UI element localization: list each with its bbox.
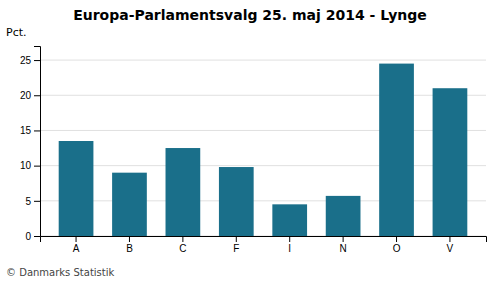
tick-label: 5: [25, 196, 31, 207]
tick-mark: [34, 201, 40, 202]
y-axis: 0 5 10 15 20 25: [20, 47, 41, 242]
grid-line: [40, 200, 486, 201]
tick: V: [447, 236, 454, 254]
bar: [326, 196, 361, 236]
tick: 0: [25, 231, 40, 242]
axis-line: [34, 47, 41, 237]
bars: [59, 64, 468, 236]
tick: O: [393, 236, 401, 254]
tick-mark: [34, 95, 40, 96]
tick: 10: [20, 160, 40, 171]
grid-line: [40, 95, 486, 96]
bar: [379, 64, 414, 236]
tick-label: 15: [20, 125, 32, 136]
tick: 20: [20, 90, 40, 101]
tick-mark: [129, 236, 130, 242]
tick-mark: [449, 236, 450, 242]
tick: N: [340, 236, 347, 254]
y-label: Pct.: [6, 26, 27, 39]
tick-label: A: [73, 243, 80, 254]
bar: [219, 167, 254, 236]
tick-mark: [343, 236, 344, 242]
tick-label: N: [340, 243, 347, 254]
x-axis: ABCFINOV: [41, 236, 487, 254]
title: Europa-Parlamentsvalg 25. maj 2014 - Lyn…: [73, 7, 427, 23]
tick: I: [288, 236, 291, 254]
tick-mark: [236, 236, 237, 242]
footer: © Danmarks Statistik: [6, 267, 115, 278]
tick-mark: [34, 236, 40, 237]
tick: A: [73, 236, 80, 254]
grid-line: [40, 60, 486, 61]
grid-line: [40, 130, 486, 131]
chart: Europa-Parlamentsvalg 25. maj 2014 - Lyn…: [0, 0, 500, 282]
grid: [40, 60, 486, 236]
tick: 5: [25, 196, 40, 207]
tick: B: [126, 236, 133, 254]
tick-label: F: [233, 243, 239, 254]
tick-mark: [76, 236, 77, 242]
tick-label: 0: [25, 231, 31, 242]
axis-line: [41, 237, 487, 243]
bar: [166, 148, 201, 236]
tick-mark: [34, 60, 40, 61]
bar: [433, 88, 468, 236]
bar: [112, 173, 147, 236]
tick-label: 25: [20, 55, 32, 66]
tick-mark: [396, 236, 397, 242]
tick-mark: [34, 130, 40, 131]
grid-line: [40, 165, 486, 166]
tick-mark: [289, 236, 290, 242]
tick-mark: [34, 166, 40, 167]
tick-label: 10: [20, 160, 32, 171]
tick-label: B: [126, 243, 133, 254]
tick-label: C: [179, 243, 186, 254]
tick: F: [233, 236, 239, 254]
tick-label: V: [447, 243, 454, 254]
bar: [59, 141, 94, 236]
plot: 0 5 10 15 20 25 A B C F I N O V Pct.: [6, 26, 487, 254]
tick-label: O: [393, 243, 401, 254]
tick-label: I: [288, 243, 291, 254]
tick: C: [179, 236, 186, 254]
tick-mark: [182, 236, 183, 242]
tick: 15: [20, 125, 40, 136]
tick-label: 20: [20, 90, 32, 101]
tick: 25: [20, 55, 40, 66]
bar: [272, 204, 307, 236]
